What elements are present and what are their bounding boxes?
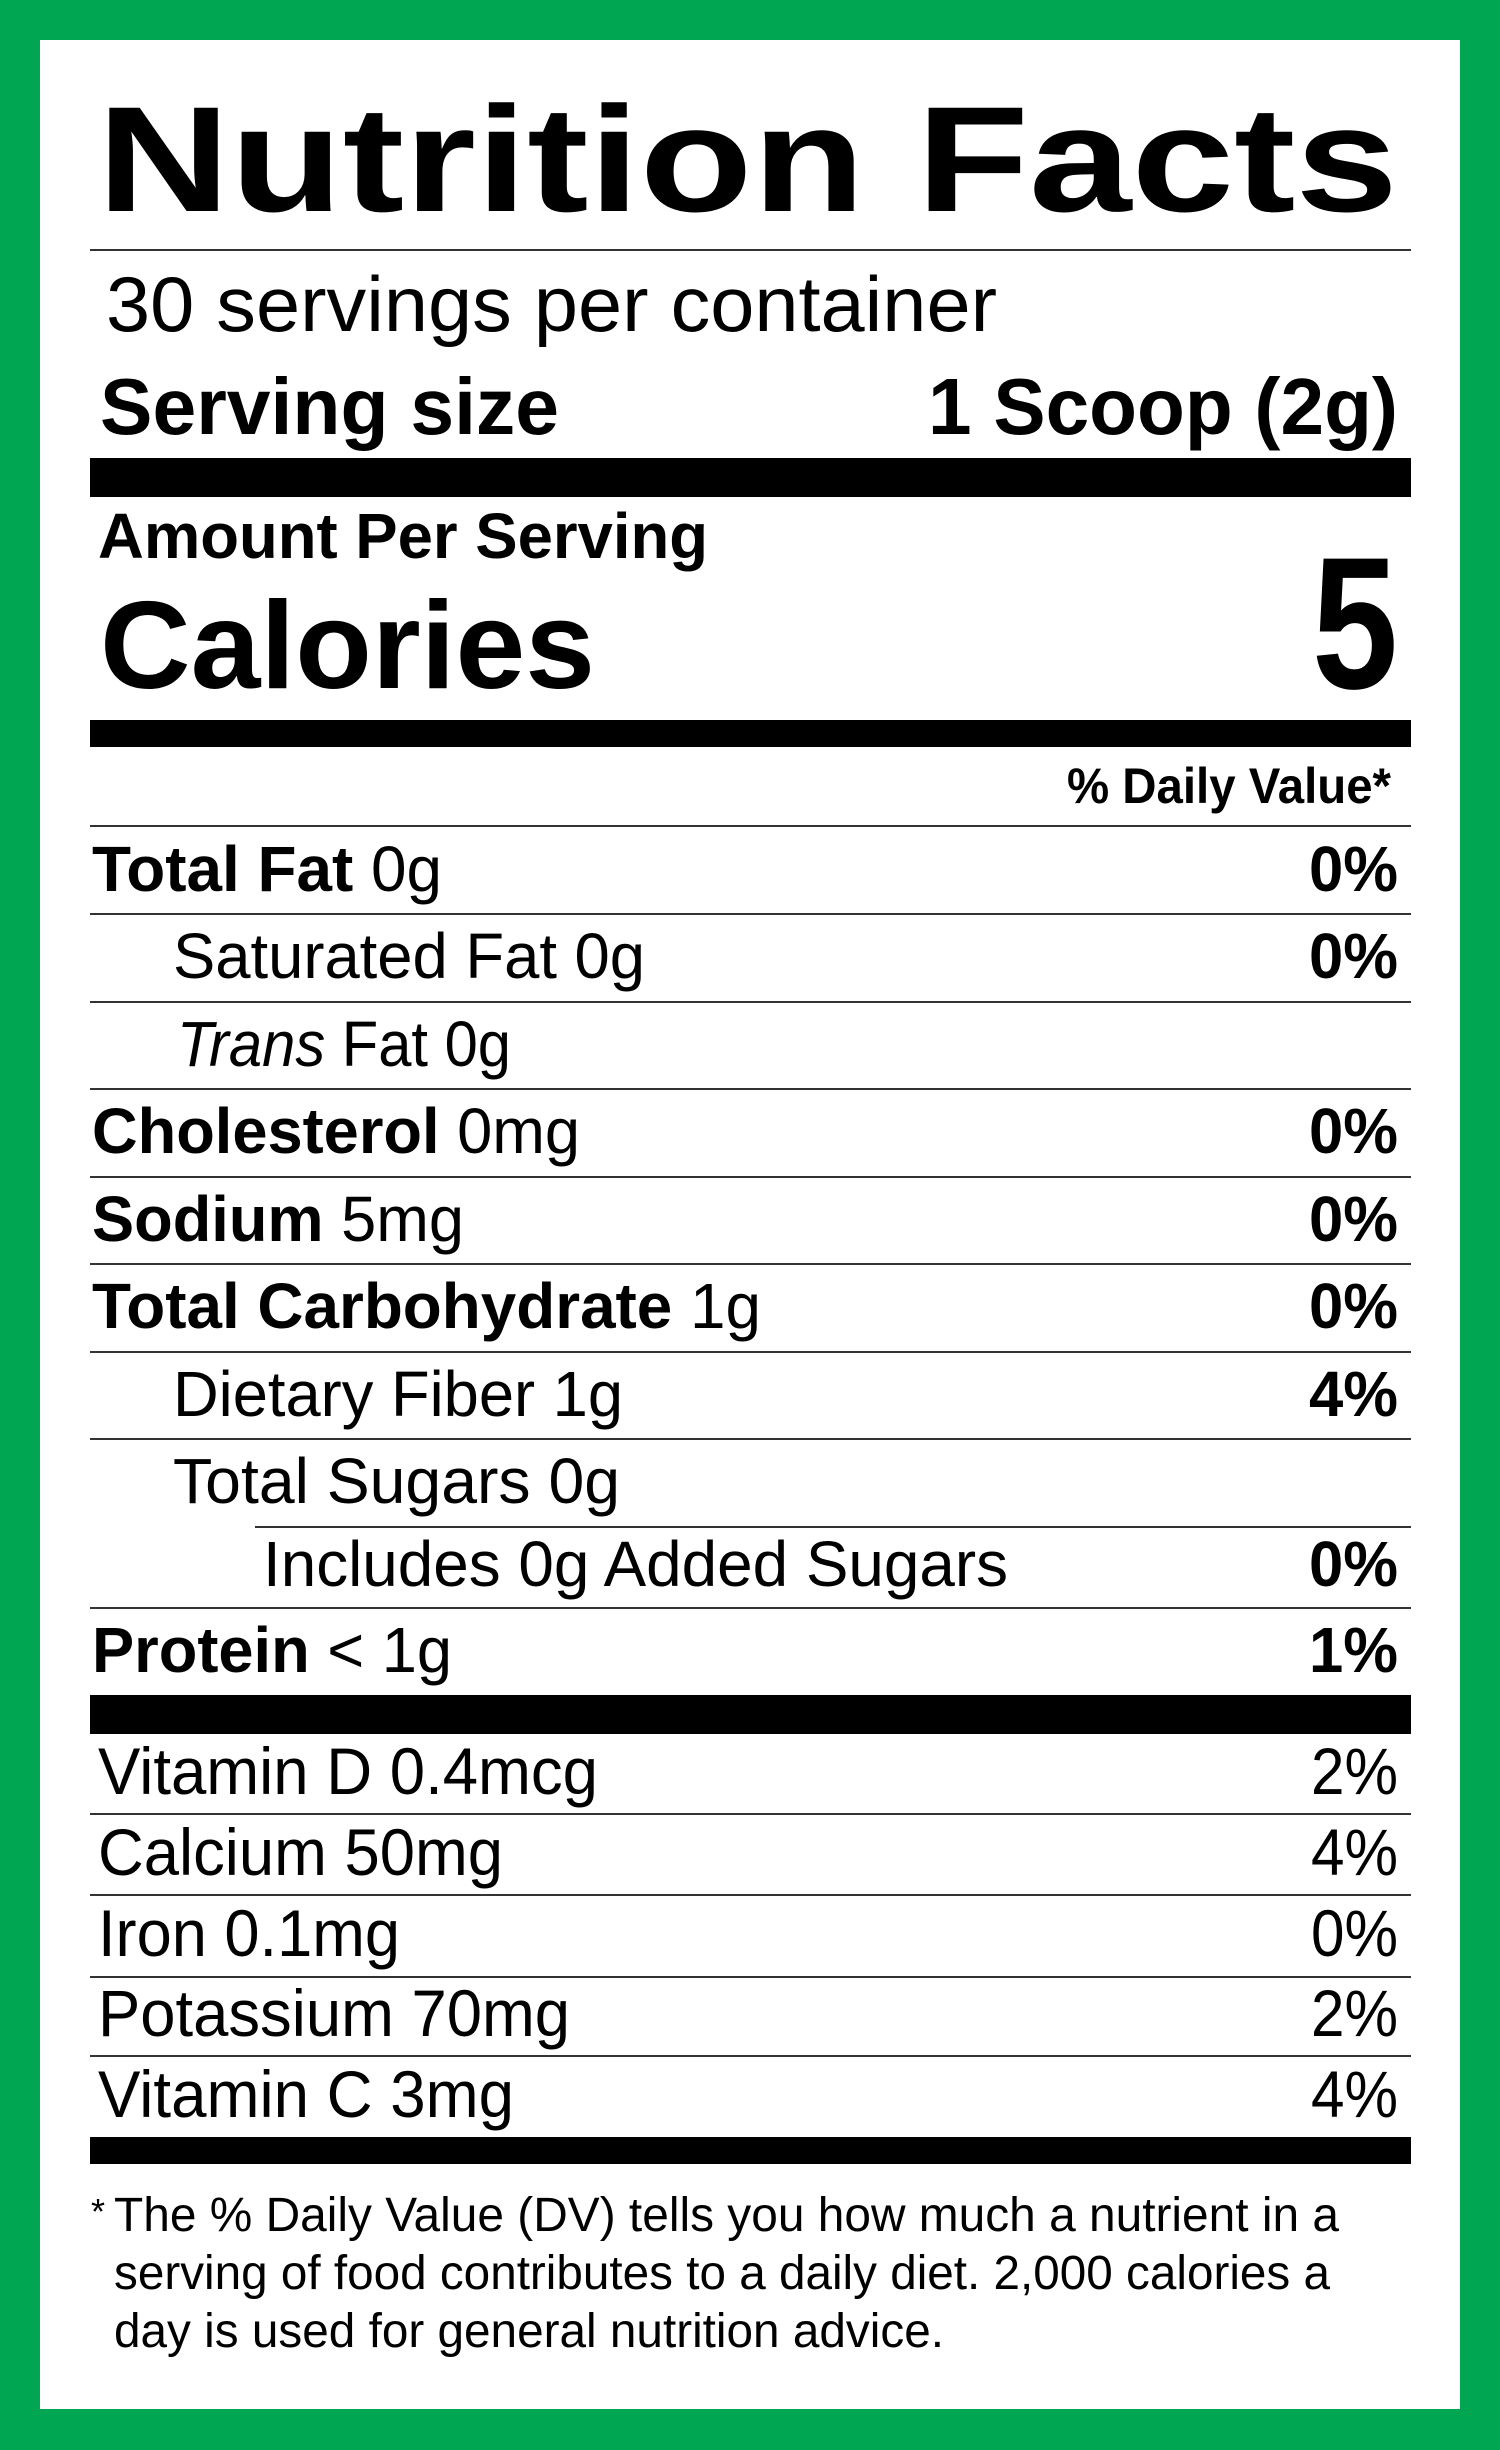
label-title: Nutrition Facts: [97, 75, 1398, 243]
divider-hairline: [90, 1001, 1411, 1003]
nutrient-name: Dietary Fiber 1g: [173, 1358, 623, 1430]
divider-medium: [90, 2137, 1411, 2164]
divider-medium: [90, 720, 1411, 747]
divider-hairline: [90, 1176, 1411, 1178]
servings-per-container: 30 servings per container: [106, 260, 997, 348]
divider-hairline: [90, 825, 1411, 827]
divider-thick: [90, 458, 1411, 497]
vitamin-label: Potassium 70mg: [98, 1976, 570, 2050]
nutrient-dv: 0%: [1309, 1270, 1398, 1342]
svg-text:Total Fat 0g: Total Fat 0g: [92, 833, 442, 905]
vitamin-label: Iron 0.1mg: [98, 1896, 400, 1970]
amount-per-serving: Amount Per Serving: [98, 500, 708, 572]
nutrient-row-dietary-fiber: Dietary Fiber 1g 4%: [173, 1358, 1398, 1430]
nutrient-name: Saturated Fat 0g: [173, 920, 645, 992]
nutrient-row-protein: Protein < 1g 1%: [92, 1614, 1398, 1686]
divider-hairline: [90, 1894, 1411, 1896]
vitamin-label: Vitamin D 0.4mcg: [98, 1734, 598, 1808]
nutrient-dv: 0%: [1309, 1183, 1398, 1255]
divider-hairline: [90, 913, 1411, 915]
nutrient-dv: 0%: [1309, 1095, 1398, 1167]
vitamin-label: Vitamin C 3mg: [98, 2057, 514, 2131]
divider-hairline: [90, 1607, 1411, 1609]
nutrient-row-sodium: Sodium 5mg 0%: [92, 1183, 1398, 1255]
vitamin-dv: 4%: [1311, 1815, 1398, 1889]
nutrient-row-trans-fat: Trans Fat 0g: [177, 1008, 511, 1080]
vitamin-dv: 2%: [1311, 1734, 1398, 1808]
vitamin-row-vitamin-d: Vitamin D 0.4mcg 2%: [98, 1734, 1398, 1808]
serving-size-label: Serving size: [100, 362, 559, 451]
calories-value: 5: [1312, 518, 1398, 728]
nutrient-name: Includes 0g Added Sugars: [263, 1528, 1008, 1600]
vitamin-label: Calcium 50mg: [98, 1815, 503, 1889]
nutrient-amount: 0mg: [440, 1095, 580, 1167]
footnote: * The % Daily Value (DV) tells you how m…: [91, 2189, 1339, 2358]
nutrient-amount: 0g: [353, 833, 442, 905]
vitamin-row-vitamin-c: Vitamin C 3mg 4%: [98, 2057, 1398, 2131]
nutrient-row-added-sugars: Includes 0g Added Sugars 0%: [263, 1528, 1398, 1600]
divider-hairline-indented: [255, 1526, 1411, 1528]
nutrient-row-total-fat: Total Fat 0g 0%: [92, 833, 1398, 905]
svg-text:Trans Fat 0g: Trans Fat 0g: [177, 1008, 511, 1080]
nutrient-name: Total Fat: [92, 833, 353, 905]
vitamin-dv: 0%: [1311, 1896, 1398, 1970]
divider-hairline: [90, 1088, 1411, 1090]
vitamin-dv: 4%: [1311, 2057, 1398, 2131]
svg-text:Cholesterol 0mg: Cholesterol 0mg: [92, 1095, 580, 1167]
vitamin-row-iron: Iron 0.1mg 0%: [98, 1896, 1398, 1970]
divider-hairline: [90, 1813, 1411, 1815]
nutrient-name: Sodium: [92, 1183, 324, 1255]
divider-hairline: [90, 1438, 1411, 1440]
nutrient-row-total-carbohydrate: Total Carbohydrate 1g 0%: [92, 1270, 1398, 1342]
nutrient-name: Protein: [92, 1614, 310, 1686]
serving-size-value: 1 Scoop (2g): [928, 362, 1398, 451]
footnote-line: serving of food contributes to a daily d…: [114, 2247, 1330, 2300]
footnote-asterisk: *: [91, 2191, 105, 2232]
divider-hairline: [90, 1351, 1411, 1353]
divider-hairline: [90, 1976, 1411, 1978]
nutrient-name: Trans: [177, 1008, 325, 1080]
nutrient-amount: < 1g: [310, 1614, 452, 1686]
nutrient-row-saturated-fat: Saturated Fat 0g 0%: [173, 920, 1398, 992]
svg-text:Protein < 1g: Protein < 1g: [92, 1614, 452, 1686]
nutrient-dv: 1%: [1309, 1614, 1398, 1686]
divider-thick: [90, 1695, 1411, 1734]
vitamin-dv: 2%: [1311, 1976, 1398, 2050]
vitamin-row-calcium: Calcium 50mg 4%: [98, 1815, 1398, 1889]
nutrient-dv: 4%: [1309, 1358, 1398, 1430]
label-panel: [40, 40, 1460, 2409]
nutrient-name: Total Carbohydrate: [92, 1270, 672, 1342]
nutrient-name: Total Sugars 0g: [173, 1445, 620, 1517]
nutrient-row-total-sugars: Total Sugars 0g: [173, 1445, 620, 1517]
divider-hairline: [90, 2055, 1411, 2057]
vitamin-row-potassium: Potassium 70mg 2%: [98, 1976, 1398, 2050]
divider-hairline: [90, 249, 1411, 251]
nutrient-dv: 0%: [1309, 833, 1398, 905]
footnote-line: The % Daily Value (DV) tells you how muc…: [114, 2189, 1339, 2242]
svg-text:Sodium 5mg: Sodium 5mg: [92, 1183, 464, 1255]
nutrient-amount: 1g: [672, 1270, 761, 1342]
nutrient-row-cholesterol: Cholesterol 0mg 0%: [92, 1095, 1398, 1167]
calories-label: Calories: [100, 577, 595, 715]
footnote-line: day is used for general nutrition advice…: [114, 2305, 944, 2358]
svg-text:Total Carbohydrate 1g: Total Carbohydrate 1g: [92, 1270, 761, 1342]
nutrient-amount: 5mg: [324, 1183, 464, 1255]
nutrient-name: Cholesterol: [92, 1095, 440, 1167]
nutrient-amount: Fat 0g: [325, 1008, 511, 1080]
daily-value-header: % Daily Value*: [1067, 758, 1392, 814]
divider-hairline: [90, 1263, 1411, 1265]
nutrient-dv: 0%: [1309, 920, 1398, 992]
nutrient-dv: 0%: [1309, 1528, 1398, 1600]
